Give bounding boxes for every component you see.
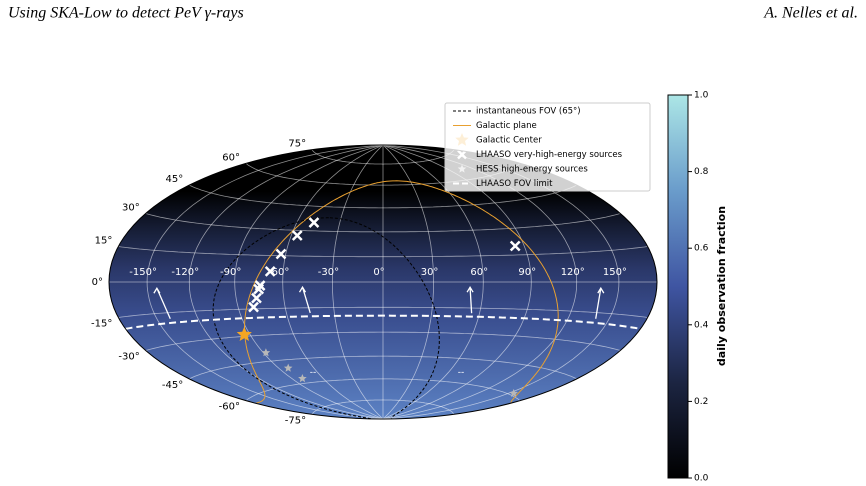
limit-arrow <box>298 285 311 314</box>
x-tick-label: -90° <box>220 267 241 278</box>
legend-label: Galactic plane <box>476 121 537 131</box>
hess-source <box>261 348 271 357</box>
annotation: -- <box>458 368 465 378</box>
map-outline <box>108 144 658 420</box>
x-tick-label: 150° <box>603 267 627 278</box>
parallel-grid-line <box>145 213 621 233</box>
y-tick-label: 0° <box>92 277 103 288</box>
limit-arrow <box>595 286 605 319</box>
colorbar <box>667 94 689 479</box>
parallel-grid-line <box>189 355 577 380</box>
parallel-grid-line <box>118 306 648 318</box>
legend-label: LHAASO very-high-energy sources <box>476 150 623 160</box>
limit-arrow <box>153 286 171 320</box>
legend-label: HESS high-energy sources <box>476 165 588 175</box>
y-tick-label: -45° <box>162 380 183 391</box>
y-tick-label: -15° <box>91 318 112 329</box>
x-tick-label: -120° <box>171 267 199 278</box>
lhaaso-source <box>308 217 320 228</box>
colorbar-tick-label: 0.8 <box>694 167 709 177</box>
fov-boundary <box>212 217 440 419</box>
x-tick-label: 90° <box>518 267 536 278</box>
map-glow <box>243 329 523 419</box>
x-tick-label: -30° <box>318 267 339 278</box>
parallel-grid-line <box>118 246 648 258</box>
lhaaso-source <box>253 283 265 295</box>
limit-arrow <box>466 285 474 314</box>
lhaaso-source <box>275 248 287 260</box>
x-tick-label: 60° <box>470 267 488 278</box>
hess-source <box>509 388 518 397</box>
y-tick-label: 60° <box>222 152 240 163</box>
running-authors: A. Nelles et al. <box>763 5 858 22</box>
lhaaso-source <box>248 301 259 313</box>
hess-source <box>298 374 307 383</box>
lhaaso-source <box>291 230 303 241</box>
x-tick-label: -150° <box>129 267 157 278</box>
hess-source <box>283 363 293 372</box>
x-tick-label: -60° <box>268 267 289 278</box>
running-title: Using SKA-Low to detect PeV γ-rays <box>8 5 244 22</box>
legend-label: Galactic Center <box>476 136 542 146</box>
y-tick-label: 15° <box>95 236 113 247</box>
colorbar-tick-label: 0.2 <box>694 397 708 407</box>
parallel-grid-line <box>311 149 455 165</box>
lhaaso-source <box>264 266 276 277</box>
x-tick-label: 0° <box>373 267 384 278</box>
x-tick-label: 120° <box>561 267 585 278</box>
galactic-center <box>236 326 252 341</box>
lhaaso-source <box>251 292 262 304</box>
y-tick-label: -30° <box>118 352 139 363</box>
y-tick-label: 45° <box>166 174 184 185</box>
colorbar-tick-label: 1.0 <box>694 91 709 101</box>
y-tick-label: -75° <box>285 415 306 426</box>
parallel-grid-line <box>245 378 521 401</box>
lhaaso-source <box>509 240 521 252</box>
colorbar-tick-label: 0.6 <box>694 244 709 254</box>
colorbar-label: daily observation fraction <box>715 206 728 366</box>
annotation: -- <box>310 368 317 378</box>
x-tick-label: 30° <box>421 267 439 278</box>
y-tick-label: 75° <box>288 139 306 150</box>
legend-label: LHAASO FOV limit <box>476 179 553 189</box>
parallel-grid-line <box>311 399 455 415</box>
colorbar-tick-label: 0.4 <box>694 320 709 330</box>
lhaaso-fov-limit <box>125 314 641 330</box>
parallel-grid-line <box>189 184 577 209</box>
y-tick-label: 30° <box>122 203 140 214</box>
y-tick-label: -60° <box>219 402 240 413</box>
colorbar-tick-label: 0.0 <box>694 474 709 484</box>
legend-label: instantaneous FOV (65°) <box>476 107 581 117</box>
legend-box <box>444 102 651 192</box>
